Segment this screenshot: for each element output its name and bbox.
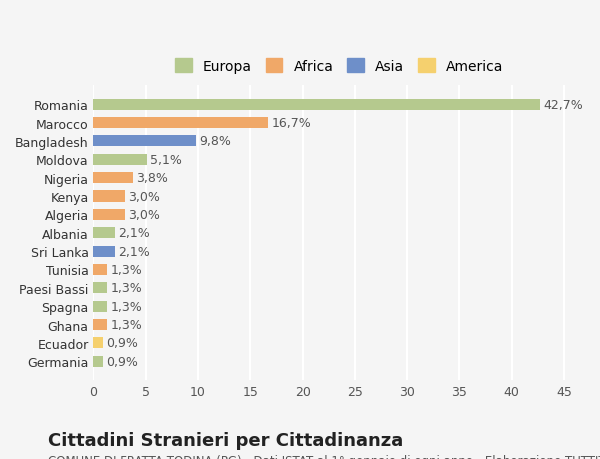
Bar xyxy=(94,191,125,202)
Bar xyxy=(94,100,540,111)
Bar xyxy=(94,283,107,294)
Text: 1,3%: 1,3% xyxy=(110,300,142,313)
Text: 3,0%: 3,0% xyxy=(128,208,160,221)
Text: 2,1%: 2,1% xyxy=(119,245,151,258)
Bar xyxy=(94,228,115,239)
Text: 9,8%: 9,8% xyxy=(199,135,231,148)
Bar xyxy=(94,136,196,147)
Text: 3,8%: 3,8% xyxy=(136,172,168,185)
Text: 1,3%: 1,3% xyxy=(110,319,142,331)
Bar xyxy=(94,246,115,257)
Text: 1,3%: 1,3% xyxy=(110,282,142,295)
Text: 2,1%: 2,1% xyxy=(119,227,151,240)
Legend: Europa, Africa, Asia, America: Europa, Africa, Asia, America xyxy=(171,55,508,78)
Bar xyxy=(94,173,133,184)
Text: 3,0%: 3,0% xyxy=(128,190,160,203)
Bar xyxy=(94,209,125,220)
Bar xyxy=(94,118,268,129)
Text: 1,3%: 1,3% xyxy=(110,263,142,276)
Text: 42,7%: 42,7% xyxy=(543,99,583,112)
Bar xyxy=(94,319,107,330)
Text: 0,9%: 0,9% xyxy=(106,355,138,368)
Text: Cittadini Stranieri per Cittadinanza: Cittadini Stranieri per Cittadinanza xyxy=(48,431,403,449)
Bar xyxy=(94,338,103,349)
Bar xyxy=(94,264,107,275)
Bar xyxy=(94,301,107,312)
Text: 5,1%: 5,1% xyxy=(150,153,182,167)
Text: 0,9%: 0,9% xyxy=(106,336,138,350)
Bar xyxy=(94,356,103,367)
Text: COMUNE DI FRATTA TODINA (PG) - Dati ISTAT al 1° gennaio di ogni anno - Elaborazi: COMUNE DI FRATTA TODINA (PG) - Dati ISTA… xyxy=(48,454,600,459)
Bar xyxy=(94,154,147,165)
Text: 16,7%: 16,7% xyxy=(271,117,311,130)
